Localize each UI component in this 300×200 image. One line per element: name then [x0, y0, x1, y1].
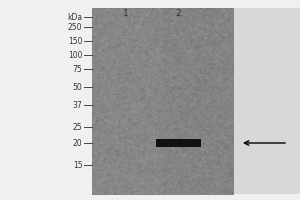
Text: kDa: kDa — [68, 12, 82, 21]
Bar — [232, 8, 300, 194]
Text: 2: 2 — [176, 9, 181, 19]
Text: 100: 100 — [68, 50, 83, 60]
Text: 25: 25 — [73, 122, 82, 132]
Text: 20: 20 — [73, 138, 82, 147]
Bar — [156, 139, 201, 147]
Text: 50: 50 — [73, 83, 82, 92]
Bar — [92, 8, 232, 194]
Text: 15: 15 — [73, 160, 82, 169]
Text: 150: 150 — [68, 36, 83, 46]
Text: 250: 250 — [68, 22, 83, 31]
Text: 75: 75 — [73, 64, 82, 73]
Text: 1: 1 — [123, 9, 129, 19]
Text: 37: 37 — [73, 100, 82, 110]
